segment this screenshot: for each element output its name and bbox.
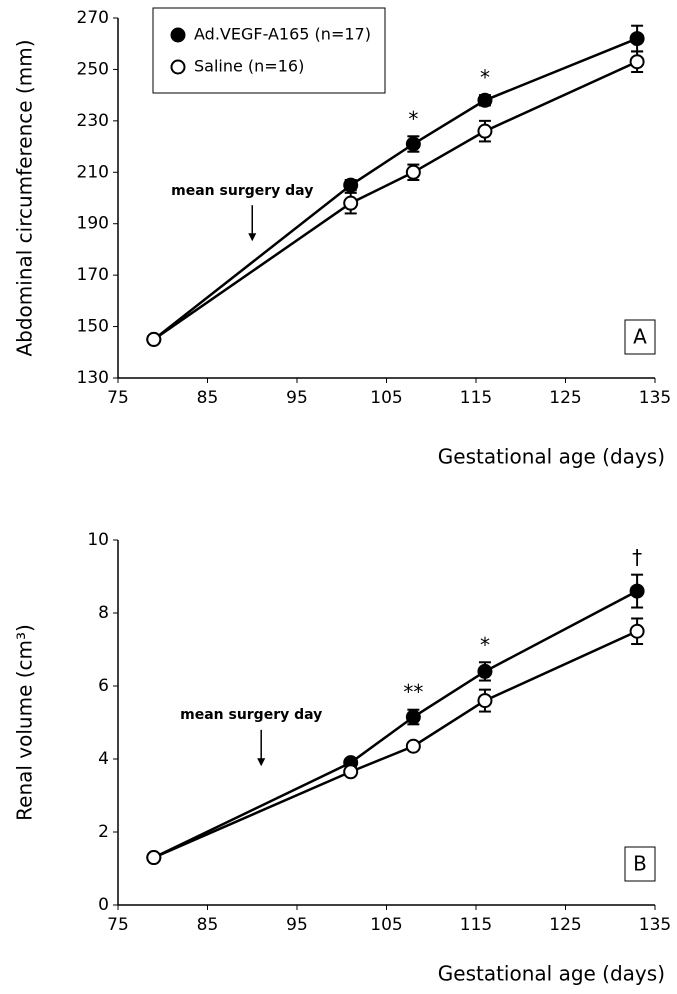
y-tick-label: 8 bbox=[98, 603, 109, 623]
y-tick-label: 170 bbox=[77, 265, 109, 285]
data-point bbox=[405, 709, 421, 725]
data-point bbox=[477, 123, 493, 139]
x-tick-label: 125 bbox=[549, 915, 581, 935]
data-point bbox=[477, 663, 493, 679]
x-axis-label: Gestational age (days) bbox=[438, 962, 665, 986]
y-tick-label: 150 bbox=[77, 317, 109, 337]
data-point bbox=[629, 31, 645, 47]
data-point bbox=[477, 92, 493, 108]
panel-label: A bbox=[633, 325, 647, 349]
series-line bbox=[153, 60, 638, 341]
legend-label: Ad.VEGF-A165 (n=17) bbox=[194, 25, 371, 44]
y-tick-label: 270 bbox=[77, 8, 109, 28]
x-tick-label: 85 bbox=[197, 388, 219, 408]
data-point bbox=[405, 164, 421, 180]
data-point bbox=[343, 764, 359, 780]
data-point bbox=[477, 693, 493, 709]
data-point bbox=[629, 583, 645, 599]
x-tick-label: 95 bbox=[286, 388, 308, 408]
significance-marker: * bbox=[480, 66, 490, 90]
data-point bbox=[343, 195, 359, 211]
y-tick-label: 4 bbox=[98, 749, 109, 769]
panel-label-box bbox=[624, 846, 656, 882]
panel-label-box bbox=[624, 319, 656, 355]
x-tick-label: 135 bbox=[639, 388, 671, 408]
y-tick-label: 210 bbox=[77, 162, 109, 182]
y-tick-label: 2 bbox=[98, 822, 109, 842]
data-point bbox=[629, 623, 645, 639]
significance-marker: * bbox=[408, 107, 418, 131]
y-tick-label: 250 bbox=[77, 59, 109, 79]
data-point bbox=[146, 331, 162, 347]
x-tick-label: 75 bbox=[107, 915, 129, 935]
data-point bbox=[146, 850, 162, 866]
x-tick-label: 125 bbox=[549, 388, 581, 408]
x-tick-label: 135 bbox=[639, 915, 671, 935]
x-tick-label: 105 bbox=[370, 915, 402, 935]
x-tick-label: 115 bbox=[460, 388, 492, 408]
data-point bbox=[629, 54, 645, 70]
y-axis-label: Renal volume (cm³) bbox=[13, 624, 37, 821]
y-axis-label: Abdominal circumference (mm) bbox=[13, 39, 37, 356]
legend-marker bbox=[170, 27, 186, 43]
y-tick-label: 190 bbox=[77, 214, 109, 234]
y-tick-label: 6 bbox=[98, 676, 109, 696]
data-point bbox=[405, 738, 421, 754]
data-point bbox=[343, 177, 359, 193]
significance-marker: † bbox=[632, 545, 642, 569]
x-tick-label: 75 bbox=[107, 388, 129, 408]
arrow-head bbox=[248, 233, 257, 242]
legend-label: Saline (n=16) bbox=[194, 57, 304, 76]
x-tick-label: 115 bbox=[460, 915, 492, 935]
x-axis-label: Gestational age (days) bbox=[438, 445, 665, 469]
data-point bbox=[405, 136, 421, 152]
y-tick-label: 130 bbox=[77, 368, 109, 388]
y-tick-label: 230 bbox=[77, 111, 109, 131]
panel-label: B bbox=[633, 852, 647, 876]
y-tick-label: 0 bbox=[98, 895, 109, 915]
annotation: mean surgery day bbox=[171, 183, 313, 199]
x-tick-label: 105 bbox=[370, 388, 402, 408]
significance-marker: * bbox=[480, 633, 490, 657]
significance-marker: ** bbox=[403, 680, 423, 704]
series-line bbox=[153, 589, 638, 859]
x-tick-label: 95 bbox=[286, 915, 308, 935]
annotation: mean surgery day bbox=[180, 707, 322, 723]
arrow-head bbox=[257, 758, 266, 767]
y-tick-label: 10 bbox=[87, 530, 109, 550]
x-tick-label: 85 bbox=[197, 915, 219, 935]
legend-box bbox=[152, 7, 386, 94]
legend-marker bbox=[170, 59, 186, 75]
